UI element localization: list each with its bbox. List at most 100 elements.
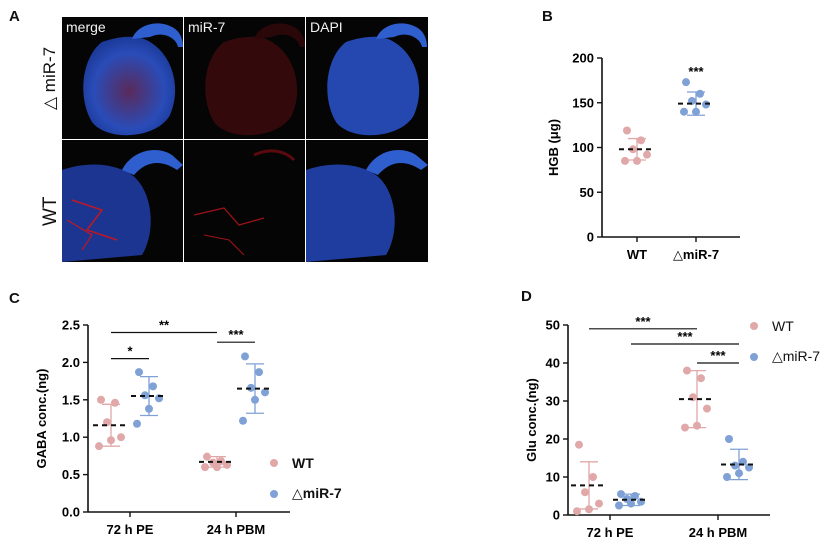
- legend-d-wt-marker: [750, 322, 758, 330]
- chart-b-xtick-label: WT: [627, 247, 647, 262]
- chart-d-wt-pbm-point: [703, 404, 711, 413]
- chart-b-wt-point: [637, 136, 645, 145]
- chart-b-y-axis-label: HGB (μg): [546, 119, 561, 176]
- legend-c-item-mir7: △miR-7: [270, 485, 342, 502]
- tissue-shape-mir7: [205, 23, 305, 136]
- column-label-mir7: miR-7: [188, 19, 226, 35]
- legend-d-item-wt: WT: [750, 318, 820, 334]
- panel-letter-a: A: [9, 8, 20, 25]
- chart-d-mir7-pbm-point: [725, 435, 733, 443]
- chart-d-wt-pbm-point: [693, 421, 701, 430]
- column-label-merge: merge: [66, 19, 106, 35]
- micrograph-mir7-merge: merge: [62, 17, 183, 139]
- legend-c-wt-marker: [270, 459, 278, 467]
- chart-d-bracket-label: ***: [710, 348, 726, 363]
- chart-c-ytick-label: 2.0: [62, 355, 80, 370]
- chart-b-mir7-point: [696, 89, 704, 98]
- chart-b-ytick-label: 100: [572, 140, 594, 155]
- chart-d-mir7-pbm-point: [723, 473, 731, 481]
- chart-c-wt-pbm-point: [213, 463, 221, 472]
- chart-c-wt-pe-point: [97, 395, 105, 404]
- column-label-dapi: DAPI: [310, 19, 343, 35]
- chart-c-wt-pe-point: [95, 442, 103, 451]
- chart-d-ytick-label: 0: [553, 508, 560, 523]
- chart-b-wt-point: [621, 156, 629, 165]
- panel-letter-b: B: [542, 8, 553, 25]
- chart-b-ytick-label: 0: [587, 230, 594, 245]
- legend-d-wt-label: WT: [772, 318, 794, 334]
- legend-d-mir7-label: △miR-7: [772, 348, 821, 364]
- chart-d-mir7-pe-point: [615, 501, 623, 510]
- chart-d-ytick-label: 10: [546, 470, 560, 485]
- chart-c-wt-pe-point: [117, 433, 125, 442]
- chart-b-wt-point: [643, 150, 651, 159]
- chart-d-wt-pbm-point: [683, 366, 691, 375]
- chart-c-mir7-pbm-point: [251, 395, 259, 404]
- chart-d-xtick-label: 72 h PE: [587, 525, 634, 540]
- chart-d-wt-pbm-point: [681, 423, 689, 432]
- chart-c-mir7-pbm-point: [239, 416, 247, 425]
- chart-c-mir7-pbm-point: [261, 388, 269, 397]
- chart-c-ytick-label: 1.5: [62, 392, 80, 407]
- legend-c-item-wt: WT: [270, 455, 342, 471]
- chart-c-bracket-label: ***: [228, 327, 244, 342]
- chart-c-ytick-label: 2.5: [62, 318, 80, 333]
- chart-d-mir7-pbm-point: [745, 463, 753, 472]
- chart-b-xtick-label: △miR-7: [673, 247, 719, 262]
- chart-c-mir7-pe-point: [135, 368, 143, 377]
- chart-d-xtick-label: 24 h PBM: [689, 525, 748, 540]
- chart-d-ytick-label: 30: [546, 394, 560, 409]
- chart-c-mir7-pbm-point: [241, 352, 249, 361]
- chart-b-mir7-point: [682, 78, 690, 87]
- tissue-shape-wt-merge: [62, 150, 183, 262]
- tissue-shape-dapi: [327, 23, 427, 136]
- tissue-shape-wt-mir7: [193, 149, 296, 256]
- chart-c-mir7-pe-point: [133, 419, 141, 428]
- chart-d-ytick-label: 40: [546, 356, 560, 371]
- chart-d-wt-pe-point: [573, 507, 581, 516]
- chart-c-mir7-pe-point: [149, 382, 157, 391]
- chart-c-ytick-label: 0.5: [62, 467, 80, 482]
- micrograph-wt-dapi: [306, 140, 428, 262]
- chart-c-ytick-label: 1.0: [62, 430, 80, 445]
- chart-c-xtick-label: 24 h PBM: [207, 522, 266, 537]
- chart-c-ytick-label: 0.0: [62, 505, 80, 520]
- chart-d-y-axis-label: Glu conc.(ng): [524, 378, 539, 462]
- chart-d-mir7-pbm-point: [735, 469, 743, 478]
- chart-d-wt-pe-point: [589, 473, 597, 481]
- chart-d-bracket-label: ***: [635, 314, 651, 329]
- chart-d-bracket-label: ***: [677, 329, 693, 344]
- chart-d-mir7-pe-point: [627, 499, 635, 508]
- chart-c-xtick-label: 72 h PE: [107, 522, 154, 537]
- legend-c-mir7-label: △miR-7: [292, 485, 342, 501]
- chart-d-mir7-pe-point: [631, 492, 639, 500]
- micrograph-mir7-signal: miR-7: [184, 17, 305, 139]
- chart-b-mir7-point: [680, 107, 688, 116]
- micrograph-wt-signal: [184, 140, 305, 262]
- chart-d-mir7-pe-point: [617, 490, 625, 499]
- legend-c-mir7-marker: [270, 489, 278, 498]
- legend-c-wt-label: WT: [292, 455, 314, 471]
- chart-c-wt-pe-point: [107, 436, 115, 445]
- chart-b-ytick-label: 200: [572, 51, 594, 66]
- tissue-shape-wt-dapi: [306, 150, 428, 262]
- chart-b-significance-label: ***: [688, 64, 704, 79]
- chart-c-y-axis-label: GABA conc.(ng): [34, 369, 49, 469]
- chart-d-wt-pe-point: [575, 440, 583, 449]
- chart-d-wt-pe-point: [595, 499, 603, 508]
- chart-b-hgb: 0 50 100 150 200 HGB (μg) WT △miR-7 ***: [546, 51, 740, 262]
- chart-c-wt-pbm-point: [201, 463, 209, 472]
- chart-c-wt-pe-point: [111, 398, 119, 407]
- chart-c-mir7-pe-point: [145, 404, 153, 413]
- chart-b-ytick-label: 50: [580, 185, 594, 200]
- chart-c-wt-pbm-point: [203, 452, 211, 461]
- chart-d-wt-pe-point: [585, 505, 593, 514]
- chart-d-wt-pbm-point: [697, 374, 705, 383]
- chart-d-glu: 0 10 20 30 40 50 Glu conc.(ng) 72 h PE 24 h PBM *…: [524, 314, 770, 540]
- chart-d-ytick-label: 20: [546, 432, 560, 447]
- chart-d-wt-pe-point: [581, 488, 589, 497]
- chart-b-wt-point: [623, 126, 631, 135]
- chart-d-mir7-pbm-point: [731, 461, 739, 470]
- micrograph-wt-merge: [62, 140, 183, 262]
- panel-letter-c: C: [9, 290, 20, 307]
